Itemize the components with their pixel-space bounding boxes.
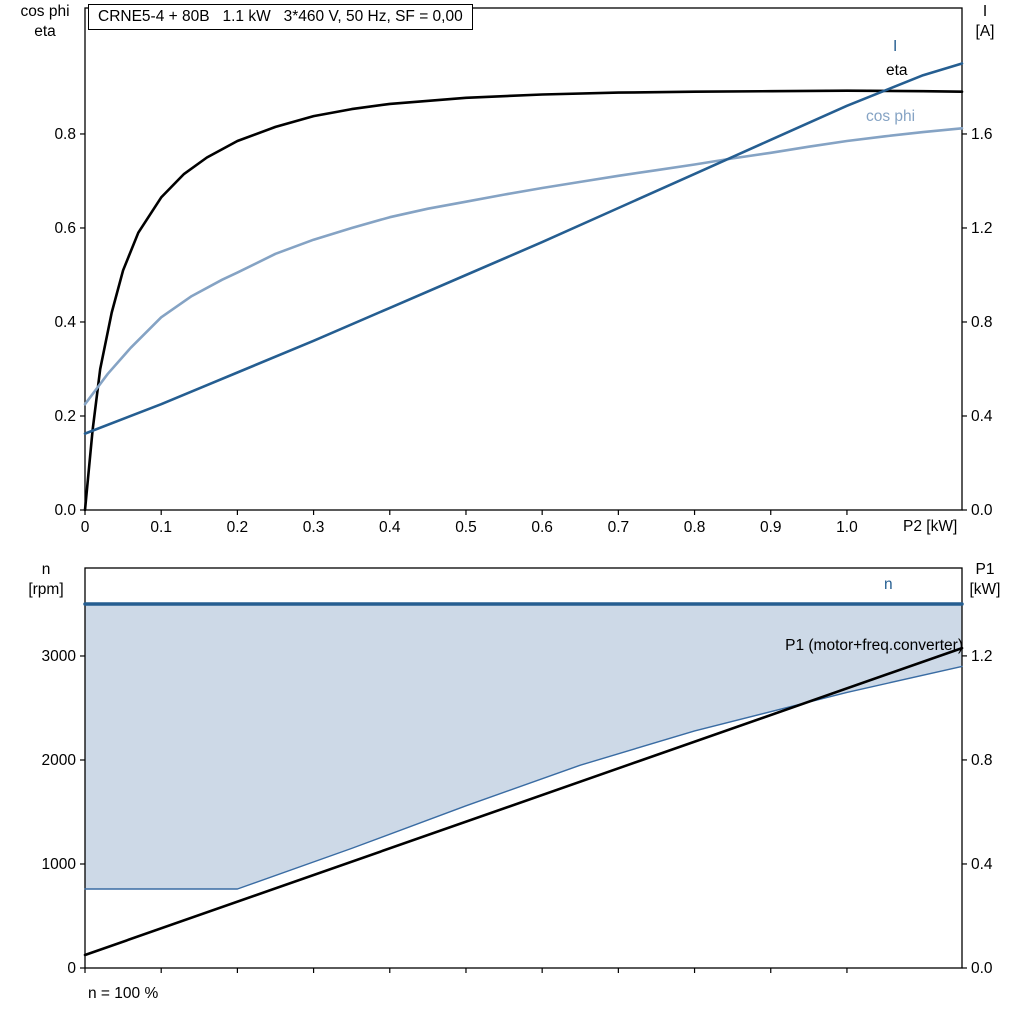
y-left-tick-label: 1000 xyxy=(42,856,77,873)
y-right-tick-label: 0.0 xyxy=(971,502,993,519)
x-tick-label: 0.3 xyxy=(303,519,325,536)
x-axis-unit-label: P2 [kW] xyxy=(903,518,958,535)
y-left-tick-label: 3000 xyxy=(42,648,77,665)
plot-frame-motor-performance xyxy=(84,7,963,511)
chart-title-box: CRNE5-4 + 80B 1.1 kW 3*460 V, 50 Hz, SF … xyxy=(88,4,473,30)
x-tick-label: 0.2 xyxy=(227,519,249,536)
y-left-tick-label: 0.0 xyxy=(54,502,76,519)
top-right-axis-title: I [A] xyxy=(962,2,1008,42)
curve-label-current: I xyxy=(893,38,898,55)
y-left-tick-label: 0.4 xyxy=(54,314,76,331)
curve-label-speed: n xyxy=(884,576,893,593)
bottom-left-axis-title-line1: n xyxy=(41,561,51,578)
curve-i xyxy=(83,62,964,435)
curve-min-speed xyxy=(84,665,963,890)
top-right-axis-title-line1: I xyxy=(982,3,988,20)
y-right-tick-label: 1.2 xyxy=(971,220,993,237)
area-speed-range xyxy=(85,604,962,889)
x-tick-label: 0.4 xyxy=(379,519,401,536)
x-tick-label: 0.5 xyxy=(455,519,477,536)
bottom-left-axis-title: n [rpm] xyxy=(8,560,84,600)
y-left-tick-label: 0.2 xyxy=(54,408,76,425)
top-left-axis-title-line1: cos phi xyxy=(20,3,70,20)
y-left-tick-label: 0.6 xyxy=(54,220,76,237)
bottom-left-axis-title-line2: [rpm] xyxy=(28,581,64,599)
y-right-tick-label: 1.2 xyxy=(971,648,993,665)
x-tick-label: 0.1 xyxy=(150,519,172,536)
curve-p1-motor-freq-converter xyxy=(83,646,964,957)
top-left-axis-title: cos phi eta xyxy=(6,2,84,42)
y-right-tick-label: 0.8 xyxy=(971,314,993,331)
y-left-tick-label: 0.8 xyxy=(54,126,76,143)
speed-note: n = 100 % xyxy=(88,985,159,1002)
x-tick-label: 0.8 xyxy=(684,519,706,536)
y-right-tick-label: 0.8 xyxy=(971,752,993,769)
y-right-tick-label: 0.4 xyxy=(971,408,993,425)
top-left-axis-title-line2: eta xyxy=(34,23,56,41)
bottom-right-axis-title-line2: [kW] xyxy=(969,581,1001,599)
curve-label-p1: P1 (motor+freq.converter) xyxy=(785,637,963,654)
y-right-tick-label: 1.6 xyxy=(971,126,993,143)
curve-label-cos-phi: cos phi xyxy=(866,108,916,125)
bottom-right-axis-title: P1 [kW] xyxy=(962,560,1008,600)
y-right-tick-label: 0.4 xyxy=(971,856,993,873)
x-tick-label: 0.7 xyxy=(608,519,630,536)
x-tick-label: 0.9 xyxy=(760,519,782,536)
curve-label-eta: eta xyxy=(886,62,908,79)
y-right-tick-label: 0.0 xyxy=(971,960,993,977)
curve-eta xyxy=(83,89,964,512)
bottom-right-axis-title-line1: P1 xyxy=(975,561,995,578)
curve-cos-phi xyxy=(83,127,964,406)
top-right-axis-title-line2: [A] xyxy=(975,23,995,41)
x-tick-label: 1.0 xyxy=(836,519,858,536)
plot-frame-speed-and-input-power xyxy=(84,567,963,969)
y-left-tick-label: 0 xyxy=(67,960,76,977)
x-tick-label: 0.6 xyxy=(531,519,553,536)
x-tick-label: 0 xyxy=(81,519,90,536)
y-left-tick-label: 2000 xyxy=(42,752,77,769)
